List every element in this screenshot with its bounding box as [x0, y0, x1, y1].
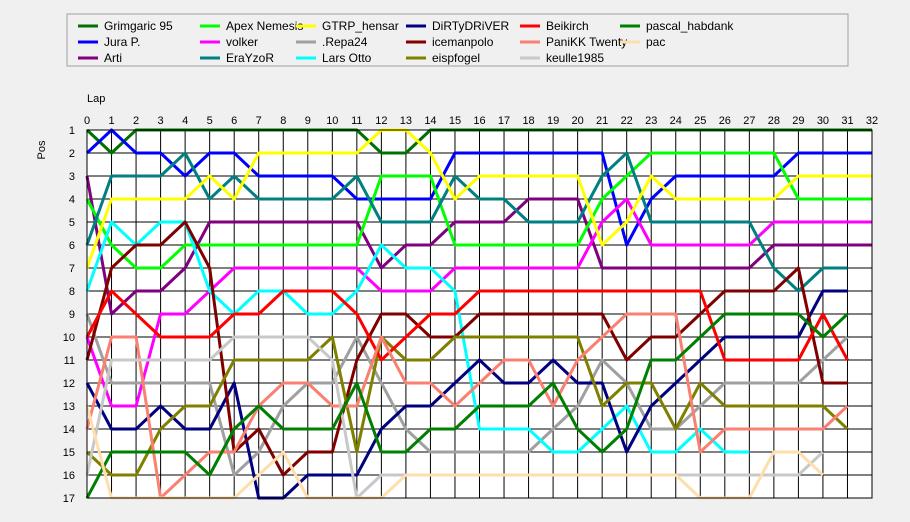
x-axis-label: Lap	[87, 93, 105, 105]
series-line-dirtydriver	[85, 289, 848, 500]
y-tick-label: 4	[69, 194, 75, 206]
legend-items: Grimgaric 95 Jura P. Arti Apex Nemesis volke…	[78, 19, 734, 65]
x-tick-label: 25	[694, 115, 706, 127]
x-tick-label: 10	[326, 115, 338, 127]
legend-label-eispfogel: eispfogel	[432, 51, 480, 65]
legend-label-erayzor: EraYzoR	[226, 51, 274, 65]
series-line-apex-nemesis	[85, 151, 872, 270]
y-tick-label: 10	[63, 332, 75, 344]
y-tick-label: 3	[69, 171, 75, 183]
x-tick-label: 5	[207, 115, 213, 127]
legend-label-volker: volker	[226, 35, 258, 49]
legend-label-pascal-habdank: pascal_habdank	[646, 19, 734, 33]
x-tick-label: 20	[572, 115, 584, 127]
x-tick-label: 23	[645, 115, 657, 127]
x-tick-label: 14	[424, 115, 436, 127]
y-tick-label: 2	[69, 148, 75, 160]
x-tick-label: 27	[743, 115, 755, 127]
x-tick-label: 12	[375, 115, 387, 127]
legend-label-arti: Arti	[104, 51, 122, 65]
series-line-gtrp-hensar	[85, 128, 872, 269]
legend-label-beikirch: Beikirch	[546, 19, 589, 33]
y-tick-label: 11	[64, 355, 75, 367]
x-tick-labels: 0 1 2 3 4 5 6 7 8 9 10 11 12 13 14 15 16 17 18 19 20 21 22 23 24…	[84, 115, 878, 127]
x-tick-label: 26	[719, 115, 731, 127]
legend: Grimgaric 95 Jura P. Arti Apex Nemesis volke…	[66, 13, 849, 67]
series-line-icemanpolo	[85, 220, 848, 477]
x-tick-label: 13	[400, 115, 412, 127]
x-tick-label: 18	[522, 115, 534, 127]
legend-label-gtrp-hensar: GTRP_hensar	[322, 19, 399, 33]
x-tick-label: 0	[84, 115, 90, 127]
legend-label-panikk-twenty: PaniKK Twenty	[546, 35, 627, 49]
y-tick-label: 7	[69, 263, 75, 275]
legend-label-keulle1985: keulle1985	[546, 51, 604, 65]
y-tick-label: 1	[69, 125, 75, 137]
y-tick-label: 14	[63, 424, 75, 436]
y-tick-label: 17	[63, 493, 75, 505]
x-tick-label: 30	[817, 115, 829, 127]
y-axis-label: Pos	[36, 140, 48, 159]
x-tick-label: 16	[473, 115, 485, 127]
y-tick-label: 12	[63, 378, 75, 390]
x-tick-label: 24	[670, 115, 682, 127]
y-tick-label: 8	[69, 286, 75, 298]
y-tick-label: 6	[69, 240, 75, 252]
x-tick-label: 17	[498, 115, 510, 127]
x-tick-label: 9	[305, 115, 311, 127]
x-tick-label: 29	[792, 115, 804, 127]
legend-label-apex-nemesis: Apex Nemesis	[226, 19, 303, 33]
x-tick-label: 19	[547, 115, 559, 127]
legend-label-icemanpolo: icemanpolo	[432, 35, 494, 49]
x-tick-label: 32	[866, 115, 878, 127]
y-tick-label: 13	[63, 401, 75, 413]
series-line-eispfogel	[85, 335, 849, 477]
x-tick-label: 1	[108, 115, 114, 127]
x-tick-label: 28	[768, 115, 780, 127]
x-tick-label: 2	[133, 115, 139, 127]
x-tick-label: 7	[256, 115, 262, 127]
y-tick-label: 15	[63, 447, 75, 459]
plot-border	[86, 129, 873, 499]
x-tick-label: 6	[231, 115, 237, 127]
series-line-pascal-habdank	[85, 312, 849, 499]
x-tick-label: 15	[449, 115, 461, 127]
legend-label-grimgaric-95: Grimgaric 95	[104, 19, 173, 33]
x-tick-label: 21	[596, 115, 608, 127]
x-tick-label: 4	[182, 115, 188, 127]
series-line-arti	[85, 175, 872, 316]
x-tick-label: 11	[351, 115, 362, 127]
series-line-jura-p	[85, 128, 872, 247]
x-tick-label: 8	[280, 115, 286, 127]
legend-label-lars-otto: Lars Otto	[322, 51, 372, 65]
legend-label-jura-p: Jura P.	[104, 35, 140, 49]
x-tick-label: 22	[621, 115, 633, 127]
x-tick-label: 3	[158, 115, 164, 127]
legend-box	[66, 13, 849, 67]
series-line-beikirch	[85, 289, 849, 362]
y-tick-label: 9	[69, 309, 75, 321]
series-line-volker	[85, 197, 872, 408]
legend-label-dirtydriver: DiRTyDRiVER	[432, 19, 509, 33]
y-tick-label: 16	[63, 470, 75, 482]
series-line-panikk-twenty	[85, 312, 849, 500]
y-tick-label: 5	[69, 217, 75, 229]
x-tick-label: 31	[841, 115, 853, 127]
legend-label-repa24: .Repa24	[322, 35, 368, 49]
legend-label-pac: pac	[646, 35, 665, 49]
